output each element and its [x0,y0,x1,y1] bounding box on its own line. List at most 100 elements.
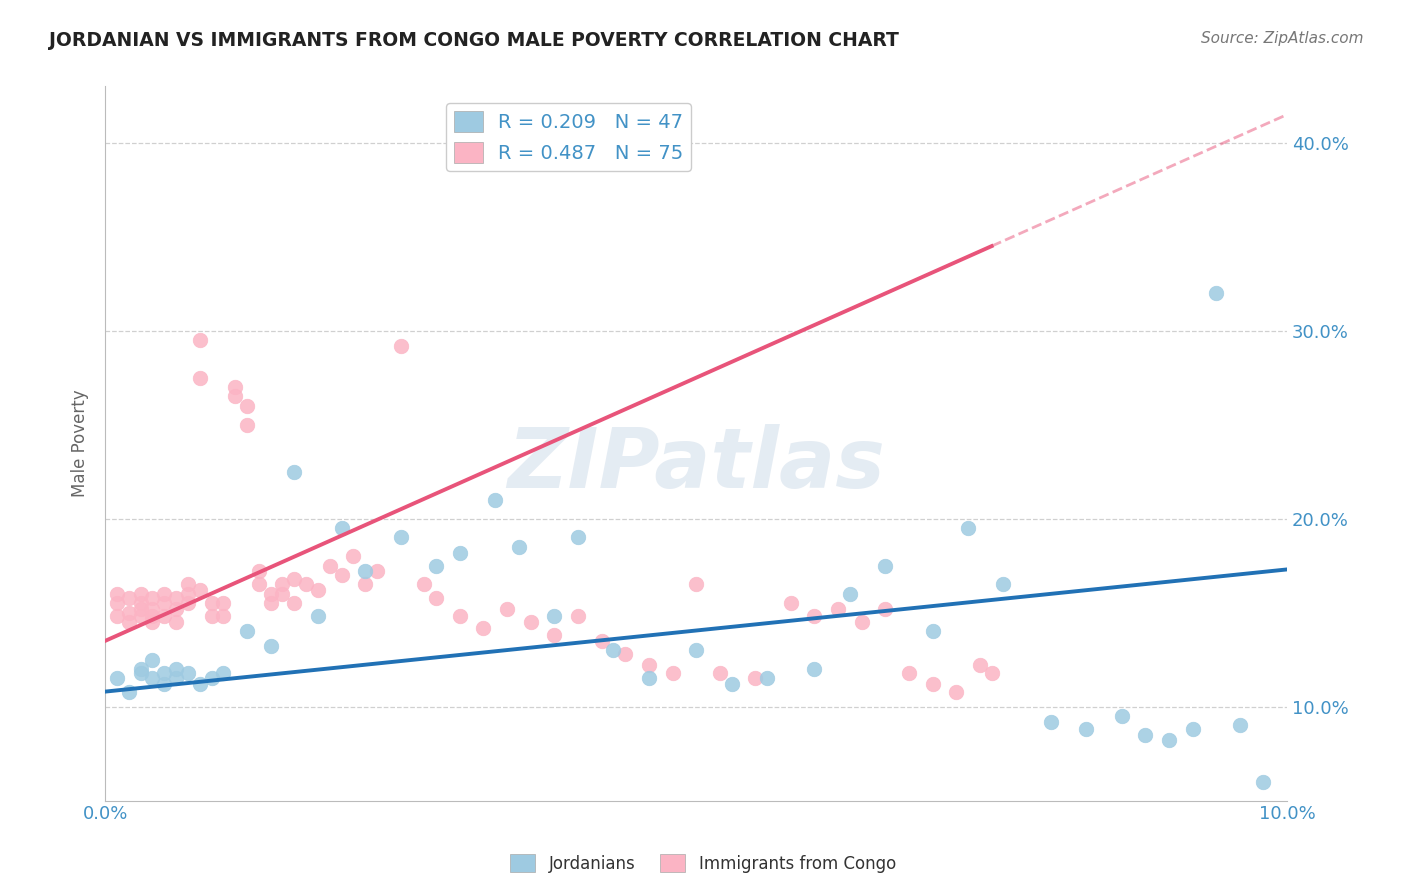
Text: ZIPatlas: ZIPatlas [508,425,886,506]
Legend: Jordanians, Immigrants from Congo: Jordanians, Immigrants from Congo [503,847,903,880]
Point [969,658,991,673]
Point [153,587,176,601]
Point [200,609,222,624]
Point [543,628,565,642]
Point [260,596,283,610]
Point [141,602,163,616]
Legend: R = 0.209   N = 47, R = 0.487   N = 75: R = 0.209 N = 47, R = 0.487 N = 75 [446,103,692,171]
Point [851,615,873,629]
Point [779,596,801,610]
Point [638,658,661,673]
Point [141,591,163,605]
Point [1181,722,1204,736]
Point [496,602,519,616]
Point [838,587,860,601]
Point [200,596,222,610]
Point [638,672,661,686]
Point [118,615,141,629]
Point [1076,722,1098,736]
Point [129,596,152,610]
Point [342,549,364,564]
Point [295,577,318,591]
Point [129,609,152,624]
Point [153,609,176,624]
Point [307,609,329,624]
Point [472,621,495,635]
Point [685,577,707,591]
Point [105,609,128,624]
Point [224,380,246,394]
Point [247,577,270,591]
Point [484,492,506,507]
Point [283,572,305,586]
Point [567,531,589,545]
Point [602,643,624,657]
Point [105,672,128,686]
Point [875,602,897,616]
Point [177,577,200,591]
Point [1205,286,1227,301]
Point [756,672,779,686]
Point [413,577,436,591]
Point [307,583,329,598]
Point [153,677,176,691]
Point [508,540,530,554]
Point [105,596,128,610]
Point [153,596,176,610]
Point [129,587,152,601]
Point [165,602,187,616]
Point [744,672,766,686]
Point [129,665,152,680]
Point [260,640,283,654]
Point [425,558,447,573]
Point [980,665,1002,680]
Point [354,564,377,578]
Point [956,521,979,535]
Point [129,662,152,676]
Y-axis label: Male Poverty: Male Poverty [72,390,89,498]
Point [1229,718,1251,732]
Point [366,564,388,578]
Point [614,647,637,661]
Point [177,596,200,610]
Point [591,633,613,648]
Point [118,591,141,605]
Point [897,665,920,680]
Point [921,677,943,691]
Point [165,662,187,676]
Point [449,609,471,624]
Point [236,417,259,432]
Point [330,568,353,582]
Point [188,370,211,384]
Point [118,684,141,698]
Point [129,602,152,616]
Point [330,521,353,535]
Point [236,624,259,639]
Point [177,587,200,601]
Point [188,333,211,347]
Point [803,662,825,676]
Point [260,587,283,601]
Point [389,531,412,545]
Point [1157,733,1180,747]
Point [236,399,259,413]
Text: Source: ZipAtlas.com: Source: ZipAtlas.com [1201,31,1364,46]
Point [153,665,176,680]
Point [921,624,943,639]
Point [141,653,163,667]
Point [1135,728,1157,742]
Point [200,672,222,686]
Point [827,602,849,616]
Point [212,596,235,610]
Point [188,583,211,598]
Point [271,577,294,591]
Point [567,609,589,624]
Point [425,591,447,605]
Point [993,577,1015,591]
Point [543,609,565,624]
Point [141,672,163,686]
Text: JORDANIAN VS IMMIGRANTS FROM CONGO MALE POVERTY CORRELATION CHART: JORDANIAN VS IMMIGRANTS FROM CONGO MALE … [49,31,898,50]
Point [271,587,294,601]
Point [945,684,967,698]
Point [709,665,731,680]
